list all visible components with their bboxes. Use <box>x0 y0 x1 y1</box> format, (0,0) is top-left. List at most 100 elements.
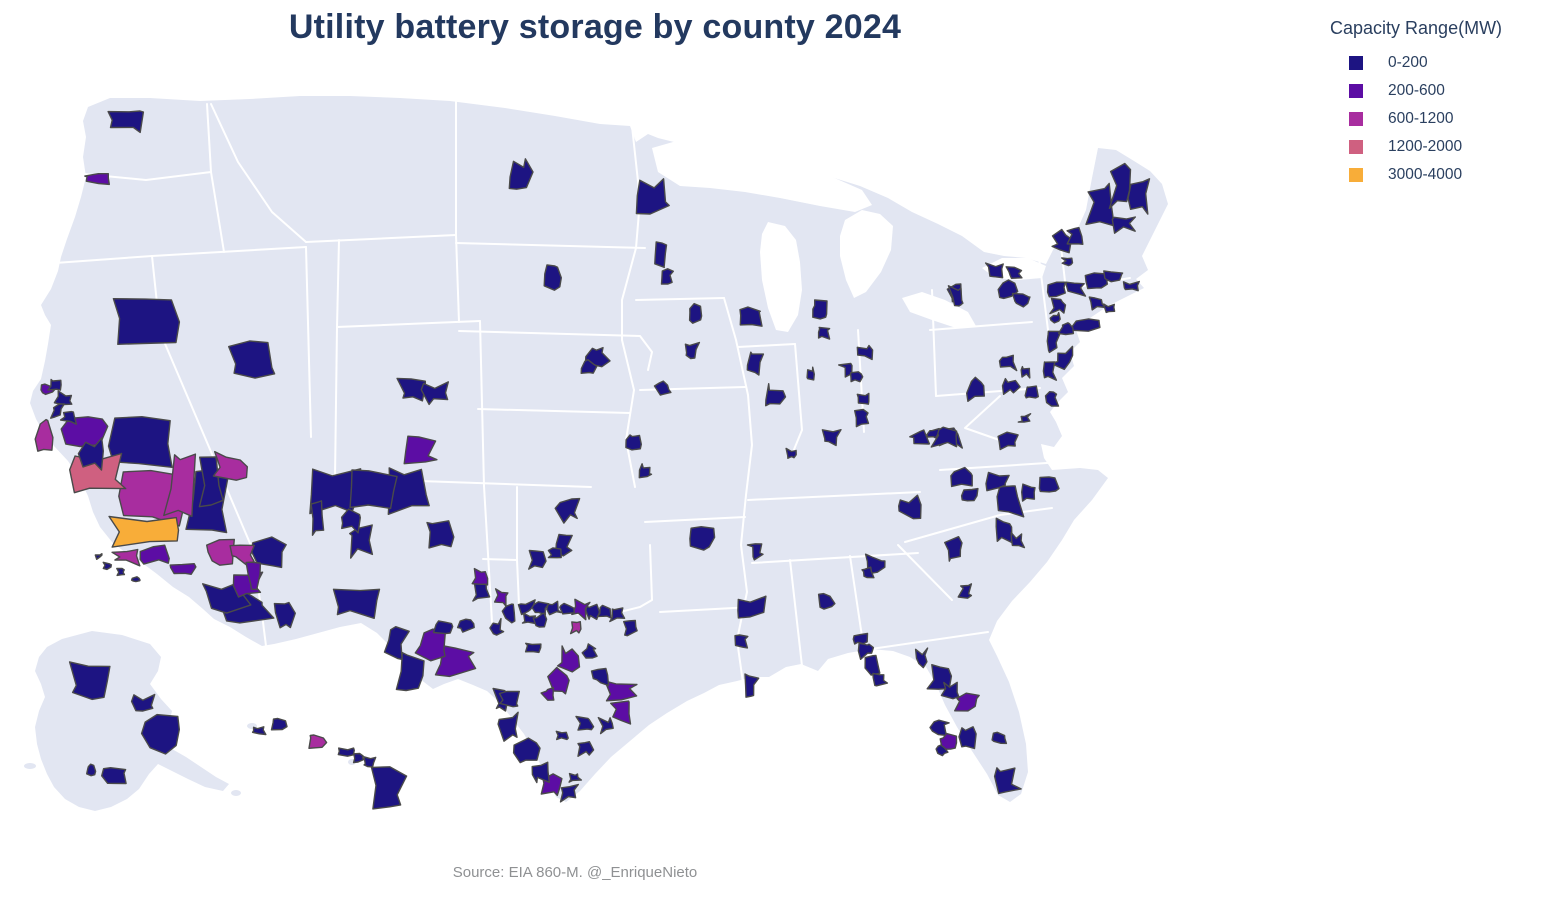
county-shape[interactable] <box>546 600 562 616</box>
county-shape[interactable] <box>993 767 1022 795</box>
county-shape[interactable] <box>856 344 874 361</box>
county-shape[interactable] <box>169 563 197 575</box>
county-shape[interactable] <box>229 544 256 566</box>
county-shape[interactable] <box>512 737 541 764</box>
county-shape[interactable] <box>872 672 889 687</box>
county-shape[interactable] <box>1111 216 1137 234</box>
county-shape[interactable] <box>310 500 325 536</box>
county-shape[interactable] <box>947 285 964 307</box>
county-shape[interactable] <box>198 456 224 508</box>
county-shape[interactable] <box>898 494 922 520</box>
county-shape[interactable] <box>997 431 1019 451</box>
county-shape[interactable] <box>1044 391 1060 407</box>
county-shape[interactable] <box>817 326 831 340</box>
county-shape[interactable] <box>1065 281 1087 297</box>
county-shape[interactable] <box>434 645 477 678</box>
county-shape[interactable] <box>532 612 548 628</box>
county-shape[interactable] <box>1046 281 1067 298</box>
county-shape[interactable] <box>337 747 355 757</box>
county-shape[interactable] <box>1084 272 1109 290</box>
county-shape[interactable] <box>403 435 438 465</box>
county-shape[interactable] <box>68 661 111 701</box>
county-shape[interactable] <box>914 647 929 669</box>
county-shape[interactable] <box>954 692 980 712</box>
county-shape[interactable] <box>140 713 181 755</box>
county-shape[interactable] <box>493 588 509 607</box>
county-shape[interactable] <box>34 418 54 452</box>
county-shape[interactable] <box>59 410 78 425</box>
county-shape[interactable] <box>84 172 111 186</box>
county-shape[interactable] <box>370 766 408 810</box>
county-shape[interactable] <box>497 711 519 742</box>
legend-item-0-200[interactable]: 0-200 <box>1330 49 1560 77</box>
county-shape[interactable] <box>852 632 869 645</box>
county-shape[interactable] <box>308 734 328 749</box>
county-shape[interactable] <box>985 471 1010 492</box>
county-shape[interactable] <box>580 359 598 374</box>
county-shape[interactable] <box>684 341 701 360</box>
county-shape[interactable] <box>739 306 763 327</box>
county-shape[interactable] <box>528 549 547 570</box>
county-shape[interactable] <box>349 469 398 510</box>
county-shape[interactable] <box>1127 178 1151 215</box>
county-shape[interactable] <box>547 547 562 559</box>
county-shape[interactable] <box>577 741 595 757</box>
county-shape[interactable] <box>471 567 489 586</box>
county-shape[interactable] <box>163 453 197 517</box>
county-shape[interactable] <box>746 351 765 376</box>
county-shape[interactable] <box>653 380 672 396</box>
county-shape[interactable] <box>689 526 716 551</box>
county-shape[interactable] <box>597 716 614 735</box>
county-shape[interactable] <box>1049 311 1061 324</box>
county-shape[interactable] <box>554 497 581 524</box>
county-shape[interactable] <box>559 783 579 803</box>
county-shape[interactable] <box>991 731 1008 745</box>
county-shape[interactable] <box>812 299 828 320</box>
county-shape[interactable] <box>1066 226 1084 246</box>
county-shape[interactable] <box>432 620 454 635</box>
county-shape[interactable] <box>349 524 374 559</box>
county-shape[interactable] <box>1042 361 1058 381</box>
county-shape[interactable] <box>944 536 963 562</box>
county-shape[interactable] <box>420 381 449 406</box>
county-shape[interactable] <box>785 447 797 459</box>
county-shape[interactable] <box>1038 476 1060 493</box>
county-shape[interactable] <box>950 466 973 488</box>
county-shape[interactable] <box>638 463 653 479</box>
legend-item-1200-2000[interactable]: 1200-2000 <box>1330 133 1560 161</box>
county-shape[interactable] <box>212 450 249 481</box>
county-shape[interactable] <box>556 645 581 673</box>
county-shape[interactable] <box>744 673 760 698</box>
county-shape[interactable] <box>940 681 960 700</box>
county-shape[interactable] <box>107 416 173 468</box>
county-shape[interactable] <box>94 553 103 560</box>
county-shape[interactable] <box>604 680 638 702</box>
county-shape[interactable] <box>1071 318 1101 332</box>
county-shape[interactable] <box>395 651 425 692</box>
county-shape[interactable] <box>926 427 940 439</box>
county-shape[interactable] <box>585 603 601 621</box>
county-shape[interactable] <box>456 618 475 633</box>
county-shape[interactable] <box>1021 483 1036 502</box>
county-shape[interactable] <box>205 538 236 566</box>
county-shape[interactable] <box>508 158 534 190</box>
county-shape[interactable] <box>861 566 875 579</box>
county-shape[interactable] <box>1103 270 1124 283</box>
county-shape[interactable] <box>517 599 536 616</box>
county-shape[interactable] <box>1001 377 1021 395</box>
county-shape[interactable] <box>660 268 674 285</box>
county-shape[interactable] <box>273 601 296 629</box>
legend-item-600-1200[interactable]: 600-1200 <box>1330 105 1560 133</box>
county-shape[interactable] <box>559 602 575 615</box>
county-shape[interactable] <box>352 752 365 764</box>
county-shape[interactable] <box>1046 330 1062 354</box>
county-shape[interactable] <box>734 634 749 649</box>
county-shape[interactable] <box>568 772 583 783</box>
county-shape[interactable] <box>856 392 870 405</box>
county-shape[interactable] <box>77 437 105 471</box>
legend-item-200-600[interactable]: 200-600 <box>1330 77 1560 105</box>
county-shape[interactable] <box>610 700 632 725</box>
county-shape[interactable] <box>270 717 288 731</box>
county-shape[interactable] <box>130 693 156 712</box>
county-shape[interactable] <box>251 726 267 736</box>
